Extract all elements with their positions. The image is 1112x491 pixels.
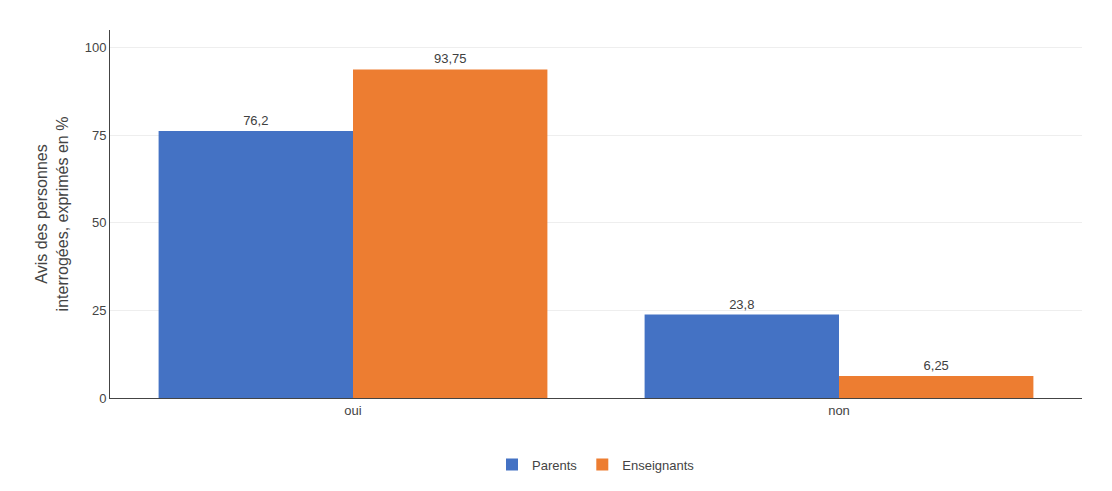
svg-text:75: 75 [92,128,106,143]
svg-text:oui: oui [344,403,361,418]
svg-text:76,2: 76,2 [243,113,268,128]
svg-text:23,8: 23,8 [729,297,754,312]
svg-text:Enseignants: Enseignants [622,458,694,473]
svg-text:93,75: 93,75 [434,51,467,66]
svg-text:25: 25 [92,303,106,318]
svg-text:non: non [828,403,850,418]
svg-text:50: 50 [92,215,106,230]
svg-text:Parents: Parents [532,458,577,473]
svg-text:6,25: 6,25 [924,358,949,373]
svg-text:Avis des personnesinterrogées,: Avis des personnesinterrogées, exprimés … [33,117,71,312]
svg-text:0: 0 [99,391,106,406]
svg-text:100: 100 [85,40,107,55]
